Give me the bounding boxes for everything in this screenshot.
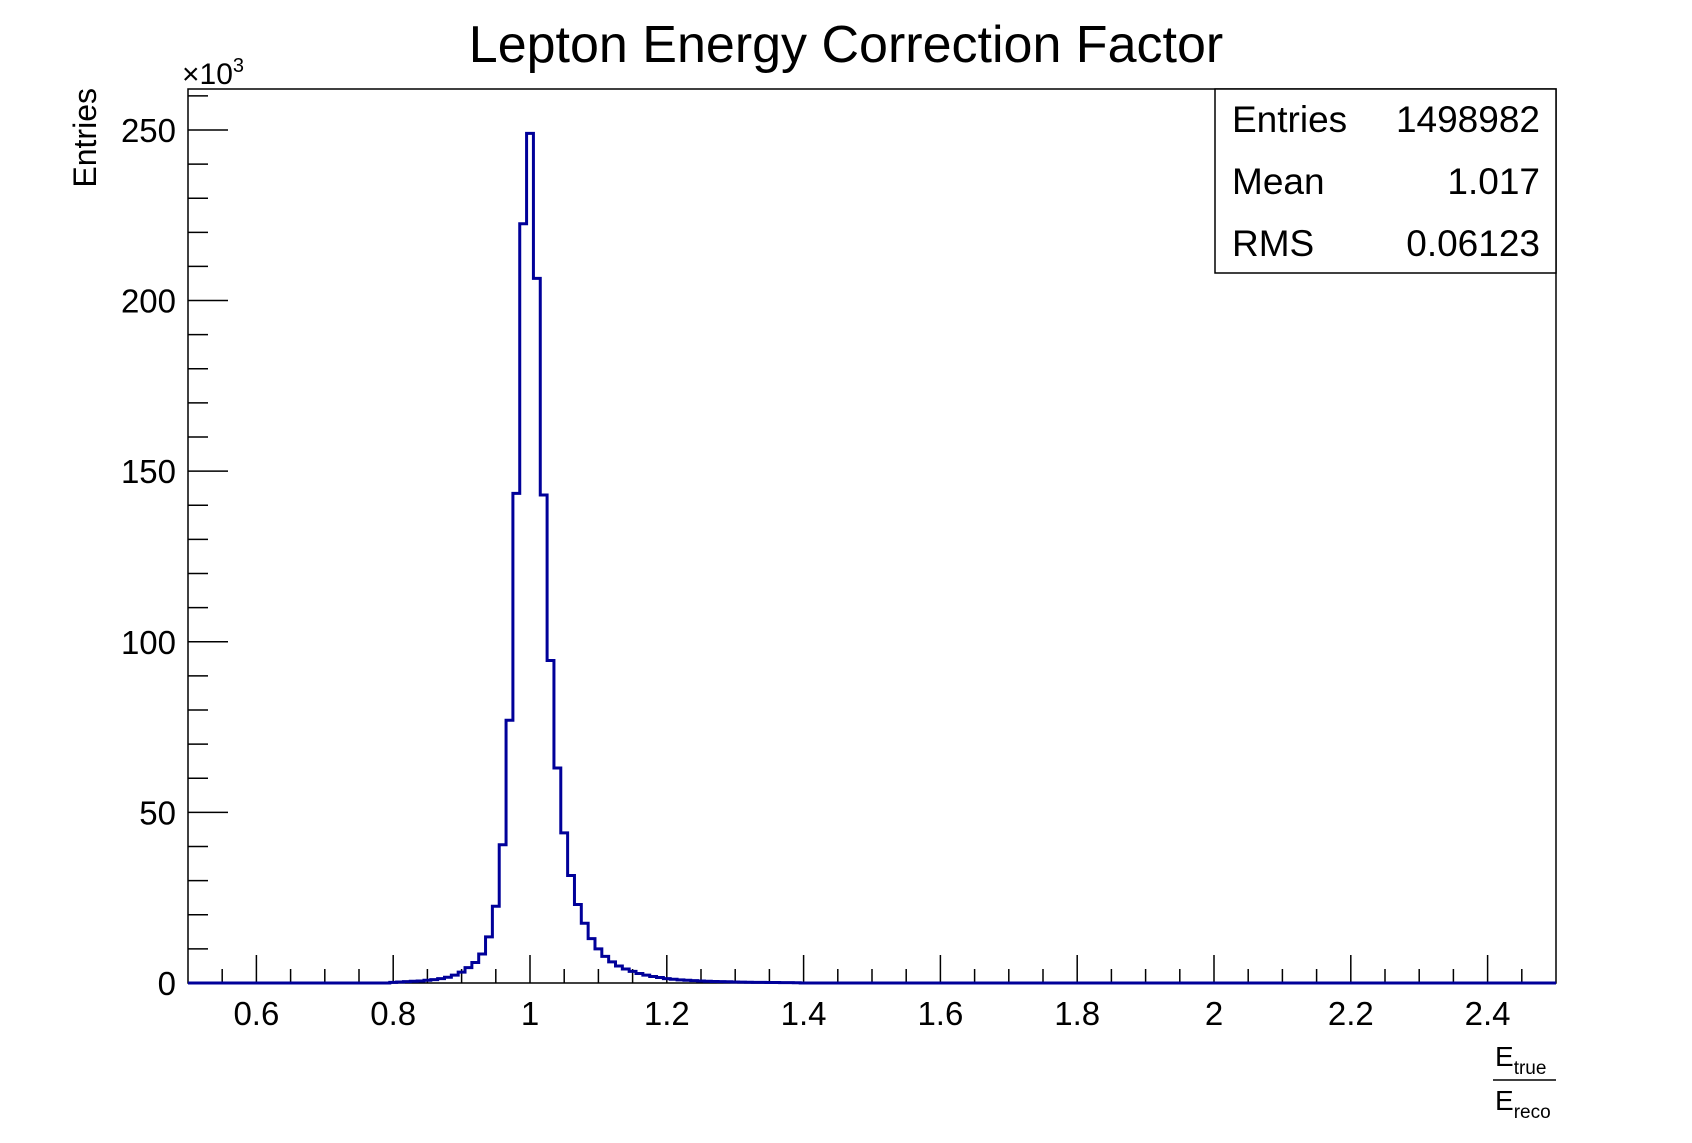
y-multiplier: ×103	[182, 55, 244, 91]
x-tick-label: 2.4	[1465, 995, 1511, 1032]
x-tick-label: 2	[1205, 995, 1223, 1032]
chart-title: Lepton Energy Correction Factor	[469, 16, 1223, 74]
x-tick-label: 2.2	[1328, 995, 1374, 1032]
stats-entries-label: Entries	[1232, 99, 1347, 140]
y-tick-label: 0	[158, 965, 176, 1002]
stats-box-border	[1214, 88, 1557, 274]
y-tick-label: 50	[139, 794, 176, 831]
y-axis-label: Entries	[67, 88, 103, 188]
x-tick-label: 0.6	[233, 995, 279, 1032]
x-tick-label: 0.8	[370, 995, 416, 1032]
y-tick-label: 150	[121, 453, 176, 490]
y-tick-label: 200	[121, 283, 176, 320]
stats-mean-label: Mean	[1232, 161, 1325, 202]
stats-rms-label: RMS	[1232, 223, 1314, 264]
histogram-line	[188, 131, 1556, 985]
x-label-denominator: Ereco	[1495, 1085, 1551, 1123]
x-label-numerator: Etrue	[1495, 1041, 1546, 1079]
x-tick-label: 1.4	[781, 995, 827, 1032]
axis-ticks-group: 0.6 0.8 1 1.2 1.4 1.6 1.8 2 2.2 2.4 0 50 100 150 200 25…	[121, 95, 1523, 1032]
stats-box: Entries 1498982 Mean 1.017 RMS 0.06123	[1214, 88, 1557, 274]
x-axis-label: Etrue Ereco	[1493, 1041, 1556, 1123]
x-tick-label: 1.2	[644, 995, 690, 1032]
x-tick-label: 1.6	[917, 995, 963, 1032]
y-tick-label: 100	[121, 624, 176, 661]
stats-rms-value: 0.06123	[1406, 223, 1540, 264]
x-tick-label: 1.8	[1054, 995, 1100, 1032]
y-tick-label: 250	[121, 112, 176, 149]
histogram-series-group	[188, 131, 1556, 985]
stats-mean-value: 1.017	[1447, 161, 1540, 202]
stats-entries-value: 1498982	[1396, 99, 1540, 140]
x-tick-label: 1	[521, 995, 539, 1032]
